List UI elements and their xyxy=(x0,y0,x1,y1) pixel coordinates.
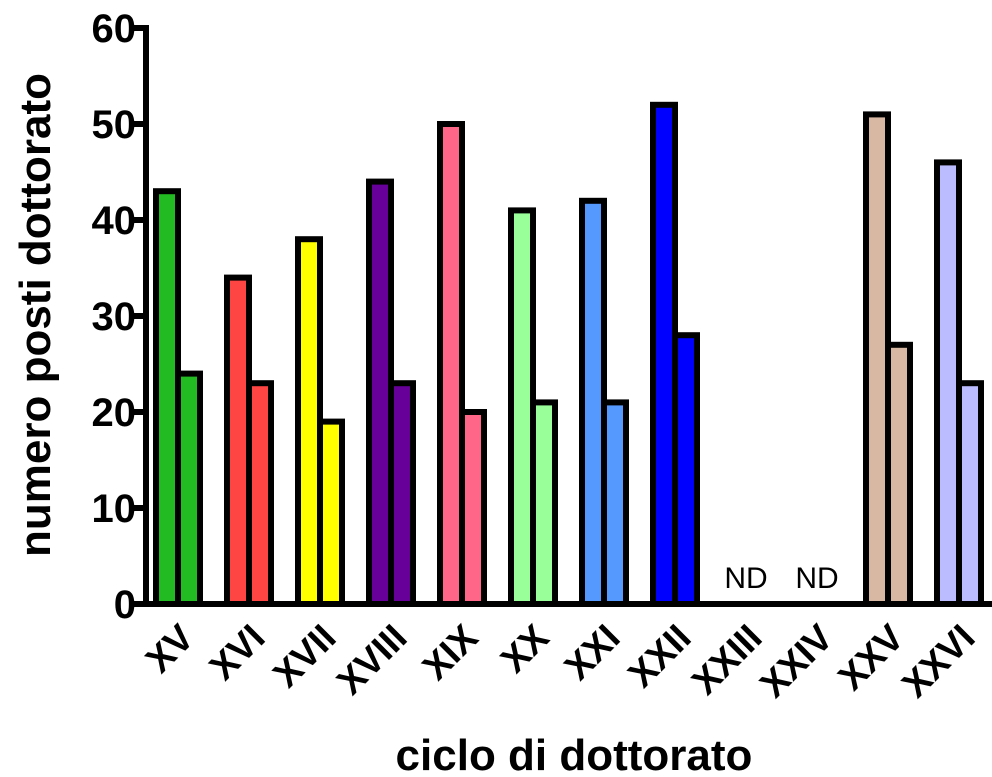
x-tick-label-xvi: XVI xyxy=(201,617,272,688)
bar-xxv-1 xyxy=(863,111,891,608)
x-tick-label-xviii: XVIII xyxy=(329,617,415,703)
y-tick-label: 20 xyxy=(92,391,137,435)
bars-group xyxy=(153,101,984,608)
y-tick-label: 0 xyxy=(114,583,136,627)
y-tick-label: 40 xyxy=(92,199,137,243)
x-tick-label-xvii: XVII xyxy=(265,617,343,695)
annotations-group: ND ND xyxy=(724,562,838,595)
x-tick-label-xxii: XXII xyxy=(620,617,698,695)
bar-xvi-1 xyxy=(224,274,252,607)
bar-xxvi-1 xyxy=(934,159,962,607)
nd-annotation: ND xyxy=(724,562,767,595)
y-ticks-group: 0 10 20 30 40 50 60 xyxy=(92,7,146,627)
x-tick-label-xxv: XXV xyxy=(830,616,912,698)
bar-xvii-1 xyxy=(295,236,323,607)
y-tick-label: 60 xyxy=(92,7,137,51)
nd-annotation: ND xyxy=(795,562,838,595)
bar-xxvi-2 xyxy=(956,380,984,608)
bar-xvii-2 xyxy=(317,418,345,607)
x-tick-label-xxiii: XXIII xyxy=(684,617,770,703)
x-tick-label-xx: XX xyxy=(493,616,557,680)
bar-xxv-2 xyxy=(885,341,913,607)
x-axis-title: ciclo di dottorato xyxy=(396,731,753,777)
bar-xxii-1 xyxy=(650,101,678,608)
bar-xviii-1 xyxy=(366,178,394,607)
x-tick-label-xxiv: XXIV xyxy=(752,616,841,705)
y-axis-title: numero posti dottorato xyxy=(11,73,60,557)
x-tick-label-xv: XV xyxy=(138,616,202,680)
bar-xv-2 xyxy=(175,370,203,607)
x-tick-label-xxvi: XXVI xyxy=(894,617,983,706)
bar-xx-2 xyxy=(530,399,558,607)
bar-xv-1 xyxy=(153,188,181,607)
bar-xxi-1 xyxy=(579,197,607,608)
bar-xviii-2 xyxy=(388,380,416,608)
y-tick-label: 30 xyxy=(92,295,137,339)
bar-xix-2 xyxy=(459,409,487,607)
bar-xix-1 xyxy=(437,121,465,607)
x-tick-label-xxi: XXI xyxy=(556,617,627,688)
x-tick-label-xix: XIX xyxy=(414,616,485,687)
bar-xxii-2 xyxy=(672,332,700,607)
bar-xxi-2 xyxy=(601,399,629,607)
y-tick-label: 10 xyxy=(92,487,137,531)
bar-xvi-2 xyxy=(246,380,274,608)
y-tick-label: 50 xyxy=(92,103,137,147)
bar-xx-1 xyxy=(508,207,536,607)
